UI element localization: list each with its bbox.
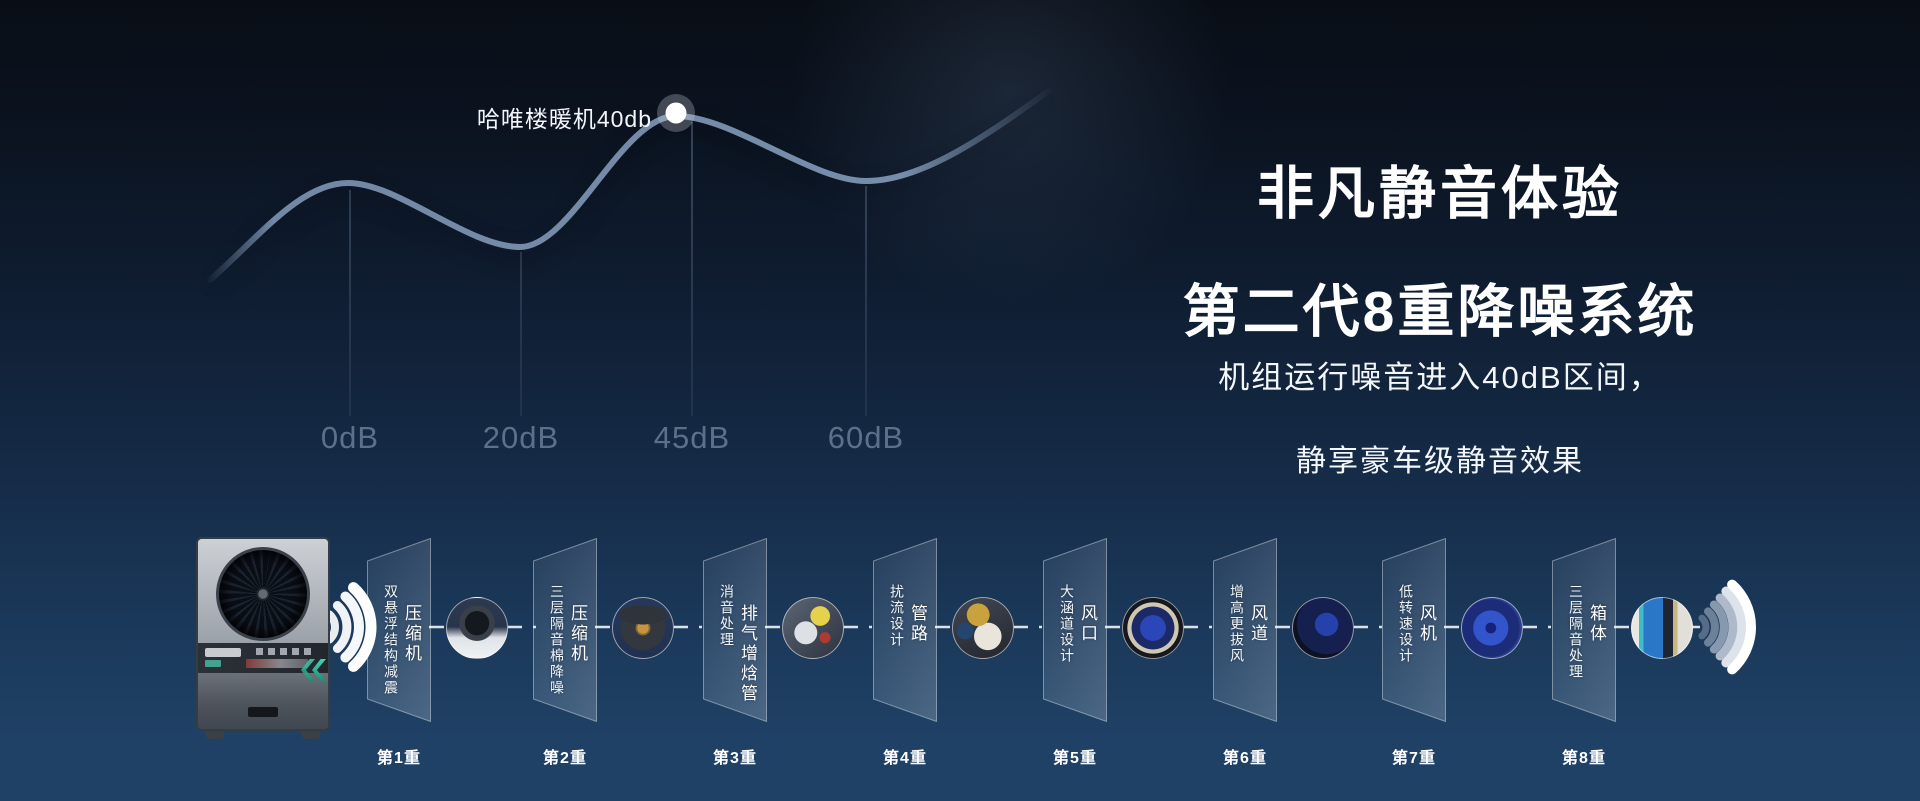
glass-panel bbox=[1552, 538, 1616, 722]
glass-panel bbox=[873, 538, 937, 722]
stage-main-label: 压缩机 bbox=[568, 604, 587, 664]
feature-icons-strip bbox=[256, 648, 314, 655]
stage-photo bbox=[1292, 597, 1354, 659]
glass-panel bbox=[367, 538, 431, 722]
stage-main-label: 风机 bbox=[1417, 604, 1436, 644]
stage-8: 箱体 三层隔音处理 第8重 bbox=[1552, 538, 1693, 778]
axis-tick-label-0db: 0dB bbox=[320, 420, 380, 455]
stage-main-label: 箱体 bbox=[1587, 604, 1606, 644]
headline-line2: 第二代8重降噪系统 bbox=[1182, 280, 1698, 344]
stage-badge: 第5重 bbox=[1053, 750, 1097, 767]
stage-sub-label: 扰流设计 bbox=[889, 584, 905, 648]
glass-panel bbox=[533, 538, 597, 722]
brand-logo-sub bbox=[205, 660, 221, 667]
glass-panel bbox=[1213, 538, 1277, 722]
curve-marker-dot bbox=[665, 102, 687, 124]
stage-main-label: 排气增焓管 bbox=[738, 604, 757, 704]
sound-wave-fading-icon bbox=[1698, 579, 1756, 675]
stage-2: 压缩机 三层隔音棉降噪 第2重 bbox=[533, 538, 674, 778]
heatpump-unit bbox=[196, 537, 330, 739]
glass-panel bbox=[1043, 538, 1107, 722]
axis-tick-label-20db: 20dB bbox=[482, 420, 560, 455]
stage-photo bbox=[782, 597, 844, 659]
tagline-strip bbox=[246, 659, 308, 668]
stage-sub-label: 三层隔音棉降噪 bbox=[549, 584, 565, 696]
stage-badge: 第1重 bbox=[377, 750, 421, 767]
stage-main-label: 管路 bbox=[908, 604, 927, 644]
stage-sub-label: 增高更拔风 bbox=[1229, 584, 1245, 664]
stage-photo bbox=[612, 597, 674, 659]
stage-3: 排气增焓管 消音处理 第3重 bbox=[703, 538, 844, 778]
noise-curve-line bbox=[207, 87, 1053, 283]
unit-foot bbox=[206, 731, 224, 739]
stage-main-label: 压缩机 bbox=[402, 604, 421, 664]
glass-panel bbox=[703, 538, 767, 722]
stage-photo bbox=[1461, 597, 1523, 659]
stage-badge: 第2重 bbox=[543, 750, 587, 767]
subtitle-line2: 静享豪车级静音效果 bbox=[1296, 445, 1584, 478]
stage-badge: 第3重 bbox=[713, 750, 757, 767]
curve-marker-label: 哈唯楼暖机40db bbox=[476, 106, 652, 132]
sound-wave-icon bbox=[325, 582, 377, 672]
heatpump-lower-panel bbox=[198, 673, 328, 729]
stage-main-label: 风道 bbox=[1248, 604, 1267, 644]
axis-tick-label-60db: 60dB bbox=[827, 420, 905, 455]
stage-badge: 第7重 bbox=[1392, 750, 1436, 767]
stage-4: 管路 扰流设计 第4重 bbox=[873, 538, 1014, 778]
stage-sub-label: 双悬浮结构减震 bbox=[383, 584, 399, 696]
fan-icon bbox=[216, 547, 310, 641]
brand-logo bbox=[205, 648, 241, 657]
stage-sub-label: 三层隔音处理 bbox=[1568, 584, 1584, 680]
subtitle-line1: 机组运行噪音进入40dB区间， bbox=[1218, 360, 1662, 395]
stage-5: 风口 大涵道设计 第5重 bbox=[1043, 538, 1184, 778]
vent-slot bbox=[248, 707, 278, 717]
stage-sub-label: 低转速设计 bbox=[1398, 584, 1414, 664]
stage-7: 风机 低转速设计 第7重 bbox=[1382, 538, 1523, 778]
stage-badge: 第4重 bbox=[883, 750, 927, 767]
unit-foot bbox=[302, 731, 320, 739]
stage-photo bbox=[952, 597, 1014, 659]
stage-sub-label: 消音处理 bbox=[719, 584, 735, 648]
headline-line1: 非凡静音体验 bbox=[1257, 162, 1623, 226]
stage-badge: 第6重 bbox=[1223, 750, 1267, 767]
headline-block: 非凡静音体验 第二代8重降噪系统 机组运行噪音进入40dB区间， 静享豪车级静音… bbox=[1080, 0, 1800, 520]
glass-panel bbox=[1382, 538, 1446, 722]
stage-6: 风道 增高更拔风 第6重 bbox=[1213, 538, 1354, 778]
stage-1: 压缩机 双悬浮结构减震 第1重 bbox=[367, 538, 508, 778]
stage-badge: 第8重 bbox=[1562, 750, 1606, 767]
stage-main-label: 风口 bbox=[1078, 604, 1097, 644]
db-noise-chart bbox=[207, 87, 1053, 416]
heatpump-body bbox=[196, 537, 330, 731]
stage-photo bbox=[446, 597, 508, 659]
stage-photo bbox=[1631, 597, 1693, 659]
axis-tick-label-45db: 45dB bbox=[653, 420, 731, 455]
stage-photo bbox=[1122, 597, 1184, 659]
stage-sub-label: 大涵道设计 bbox=[1059, 584, 1075, 664]
heatpump-logo-band bbox=[198, 643, 328, 673]
